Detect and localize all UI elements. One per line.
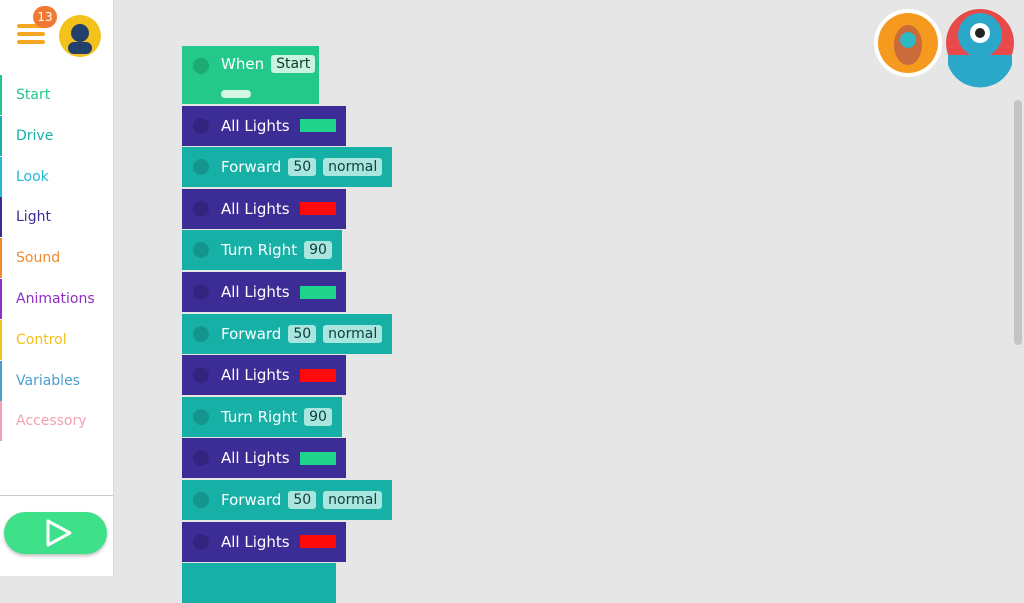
category-item[interactable]: Light	[0, 197, 113, 238]
block-param[interactable]: 50	[288, 324, 317, 343]
category-item[interactable]: Start	[0, 75, 113, 115]
block-handle	[193, 117, 209, 134]
notification-badge: 13	[33, 6, 57, 28]
block-label: When	[221, 55, 265, 73]
block-param[interactable]: Start	[271, 55, 316, 73]
block-handle	[193, 284, 209, 300]
code-block[interactable]: All Lights	[182, 438, 346, 479]
sidebar: 13 Start Drive Look Light Sound Animations Con…	[0, 0, 114, 576]
block-param[interactable]: 90	[304, 241, 332, 260]
block-param[interactable]: normal	[323, 324, 383, 343]
scrollbar[interactable]	[1014, 100, 1022, 345]
code-block[interactable]: All Lights	[182, 272, 346, 312]
color-swatch[interactable]	[299, 119, 336, 133]
color-swatch[interactable]	[299, 451, 336, 465]
category-item[interactable]: Animations	[0, 279, 113, 319]
code-block[interactable]: Turn Right 90	[182, 230, 342, 271]
play-button[interactable]	[4, 512, 107, 554]
block-handle	[193, 159, 209, 176]
category-item[interactable]: Control	[0, 319, 113, 360]
block-label: All Lights	[221, 449, 290, 468]
block-label: Forward	[221, 491, 282, 509]
block-param[interactable]: 90	[304, 407, 332, 426]
color-swatch[interactable]	[299, 285, 336, 299]
code-block[interactable]: Forward 50 normal	[182, 147, 393, 188]
play-icon	[46, 519, 72, 547]
block-label: All Lights	[221, 532, 290, 551]
block-label: Turn Right	[221, 241, 298, 260]
color-swatch[interactable]	[299, 368, 336, 382]
code-block[interactable]: Forward 50 normal	[182, 313, 393, 354]
category-item[interactable]: Variables	[0, 360, 113, 401]
block-label: All Lights	[221, 116, 290, 135]
block-handle	[193, 325, 209, 342]
block-handle	[193, 492, 209, 508]
block-handle	[193, 450, 209, 467]
code-block[interactable]: Forward 50 normal	[182, 480, 393, 520]
code-block[interactable]: Turn Right 90	[182, 396, 342, 437]
block-label: All Lights	[221, 366, 290, 385]
code-block[interactable]: All Lights	[182, 105, 346, 146]
block-handle	[193, 367, 209, 384]
category-item[interactable]: Drive	[0, 115, 113, 156]
robot-avatars	[874, 9, 1014, 88]
block-handle	[193, 58, 209, 74]
block-param[interactable]: 50	[288, 491, 317, 509]
color-swatch[interactable]	[299, 535, 336, 549]
color-swatch[interactable]	[299, 202, 336, 216]
code-block[interactable]: All Lights	[182, 521, 346, 562]
block-handle	[193, 533, 209, 550]
block-handle	[193, 200, 209, 217]
start-bar	[221, 90, 251, 98]
header-icons	[17, 15, 101, 57]
block-handle	[193, 408, 209, 425]
divider	[0, 495, 113, 496]
category-item[interactable]: Accessory	[0, 401, 113, 442]
block-param[interactable]: 50	[288, 158, 317, 177]
block-label: All Lights	[221, 283, 290, 301]
block-handle	[193, 242, 209, 259]
block-label: Forward	[221, 158, 282, 177]
block-param[interactable]: normal	[323, 491, 383, 509]
code-block-partial[interactable]	[182, 563, 336, 603]
category-item[interactable]: Look	[0, 156, 113, 197]
category-item[interactable]: Sound	[0, 238, 113, 279]
block-label: Turn Right	[221, 407, 298, 426]
block-label: All Lights	[221, 199, 290, 218]
code-block[interactable]: All Lights	[182, 188, 346, 229]
code-block[interactable]: When Start	[182, 46, 319, 104]
code-block[interactable]: All Lights	[182, 355, 346, 396]
block-param[interactable]: normal	[323, 158, 383, 177]
block-label: Forward	[221, 324, 282, 343]
